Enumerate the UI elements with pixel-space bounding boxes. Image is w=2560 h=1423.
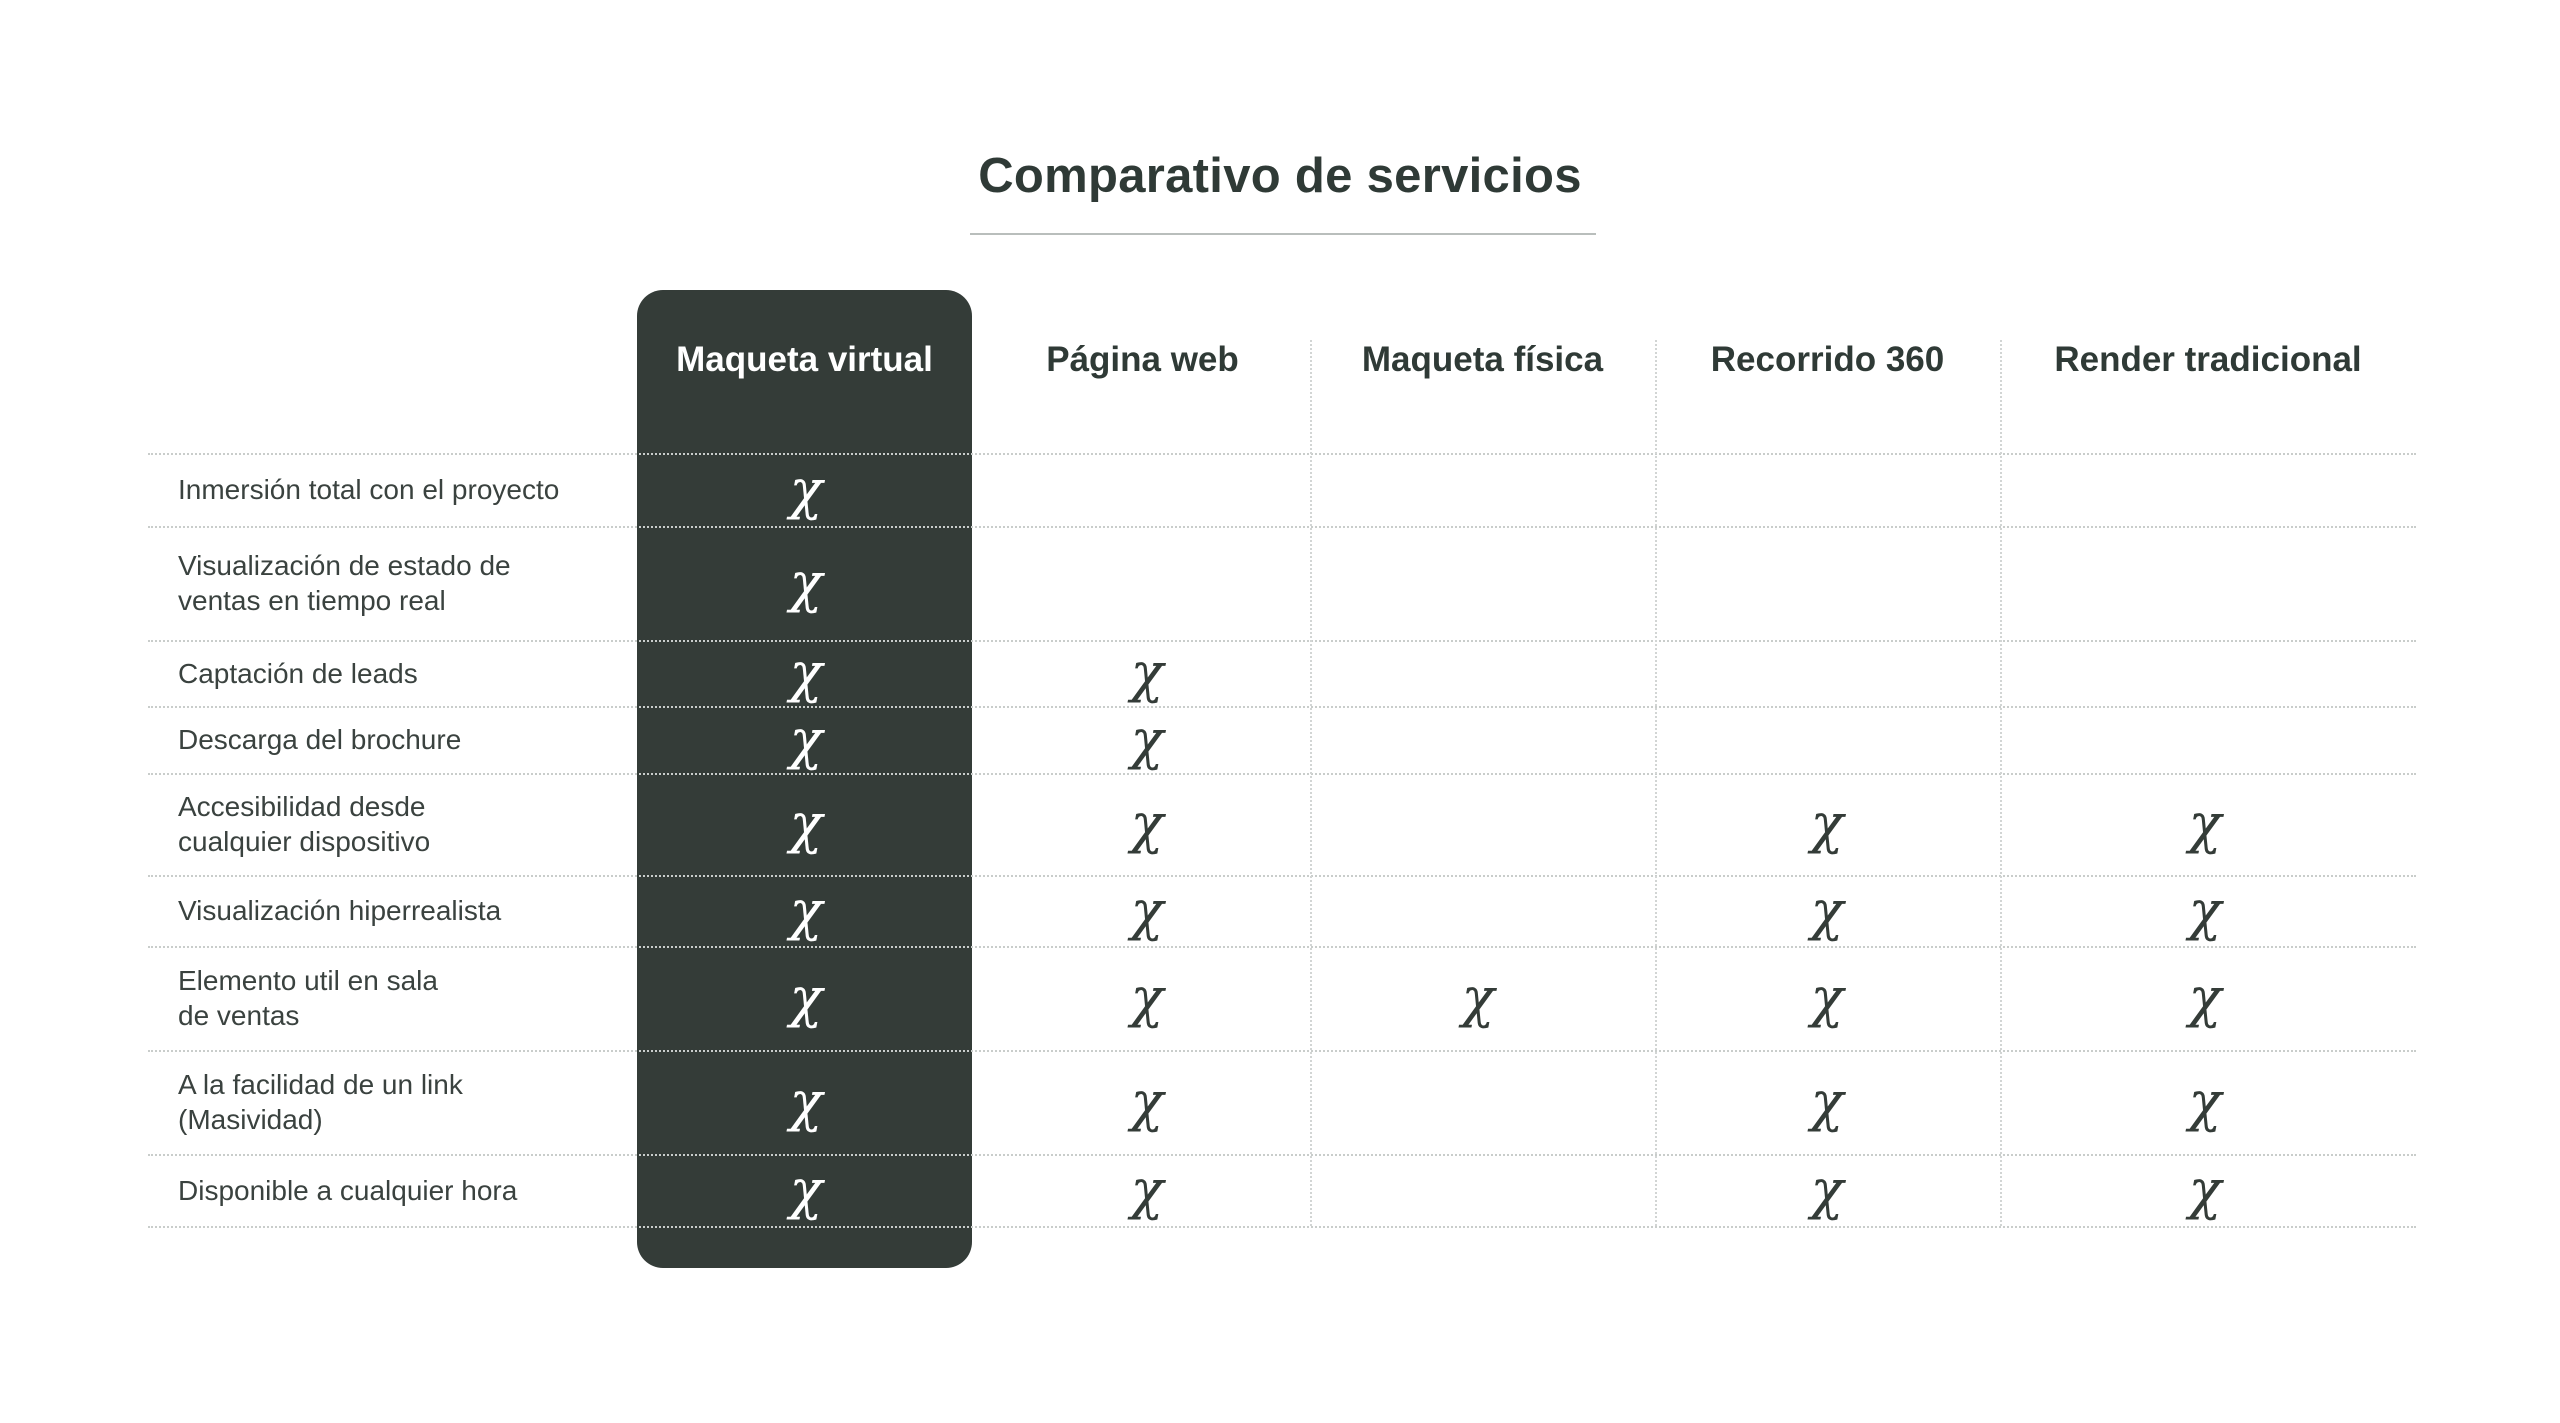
check-mark-icon: χ bbox=[789, 966, 823, 1029]
check-mark-icon: χ bbox=[1810, 966, 1844, 1029]
row-label: Captación de leads bbox=[178, 640, 638, 706]
check-mark-icon: χ bbox=[1461, 966, 1495, 1029]
column-divider bbox=[1310, 340, 1312, 1226]
check-mark-icon: χ bbox=[2188, 792, 2222, 855]
row-label-text: Inmersión total con el proyecto bbox=[178, 474, 560, 505]
row-label: Accesibilidad desde cualquier dispositiv… bbox=[178, 773, 638, 875]
column-header-2: Página web bbox=[1046, 340, 1239, 379]
row-divider bbox=[148, 706, 2416, 708]
check-mark-icon: χ bbox=[1130, 966, 1164, 1029]
check-mark-icon: χ bbox=[2188, 878, 2222, 942]
row-label: Descarga del brochure bbox=[178, 706, 638, 773]
row-label-text: Captación de leads bbox=[178, 657, 418, 689]
column-header-1: Maqueta virtual bbox=[676, 340, 933, 379]
row-divider bbox=[148, 1154, 2416, 1156]
check-mark-icon: χ bbox=[789, 1158, 823, 1221]
row-label: Visualización de estado de ventas en tie… bbox=[178, 526, 638, 640]
column-divider bbox=[2000, 340, 2002, 1226]
row-label-text: Disponible a cualquier hora bbox=[178, 1174, 518, 1206]
check-mark-icon: χ bbox=[1130, 641, 1164, 704]
row-divider bbox=[148, 875, 2416, 877]
check-mark-icon: χ bbox=[1810, 792, 1844, 855]
check-mark-icon: χ bbox=[1130, 878, 1164, 942]
row-label-text: A la facilidad de un link (Masividad) bbox=[178, 1069, 463, 1135]
row-label-text: Visualización hiperrealista bbox=[178, 895, 502, 926]
title-divider bbox=[970, 233, 1596, 235]
column-header-3: Maqueta física bbox=[1361, 340, 1604, 379]
check-mark-icon: χ bbox=[1130, 1070, 1164, 1133]
row-label-text: Elemento util en sala de ventas bbox=[178, 965, 438, 1031]
check-mark-icon: χ bbox=[789, 457, 823, 521]
row-divider bbox=[148, 1050, 2416, 1052]
check-mark-icon: χ bbox=[789, 792, 823, 855]
check-mark-icon: χ bbox=[1130, 1158, 1164, 1221]
column-header-5: Render tradicional bbox=[2054, 340, 2362, 379]
check-mark-icon: χ bbox=[1130, 707, 1164, 771]
row-divider bbox=[148, 640, 2416, 642]
row-label: A la facilidad de un link (Masividad) bbox=[178, 1050, 638, 1154]
check-mark-icon: χ bbox=[1130, 792, 1164, 855]
check-mark-icon: χ bbox=[789, 707, 823, 771]
check-mark-icon: χ bbox=[1810, 1158, 1844, 1221]
check-mark-icon: χ bbox=[789, 878, 823, 942]
row-divider bbox=[148, 773, 2416, 775]
check-mark-icon: χ bbox=[789, 641, 823, 704]
check-mark-icon: χ bbox=[1810, 1070, 1844, 1133]
check-mark-icon: χ bbox=[2188, 966, 2222, 1029]
row-label: Elemento util en sala de ventas bbox=[178, 946, 638, 1050]
row-divider bbox=[148, 1226, 2416, 1228]
row-label: Visualización hiperrealista bbox=[178, 875, 638, 946]
row-label-text: Descarga del brochure bbox=[178, 724, 462, 755]
check-mark-icon: χ bbox=[2188, 1158, 2222, 1221]
page-title: Comparativo de servicios bbox=[978, 149, 1582, 203]
check-mark-icon: χ bbox=[1810, 878, 1844, 942]
column-header-4: Recorrido 360 bbox=[1710, 340, 1945, 379]
check-mark-icon: χ bbox=[789, 1070, 823, 1133]
column-divider bbox=[1655, 340, 1657, 1226]
row-label: Inmersión total con el proyecto bbox=[178, 453, 638, 526]
row-label-text: Visualización de estado de ventas en tie… bbox=[178, 550, 511, 616]
row-divider bbox=[148, 946, 2416, 948]
check-mark-icon: χ bbox=[2188, 1070, 2222, 1133]
check-mark-icon: χ bbox=[789, 551, 823, 614]
row-label-text: Accesibilidad desde cualquier dispositiv… bbox=[178, 791, 431, 857]
row-divider bbox=[148, 526, 2416, 528]
row-label: Disponible a cualquier hora bbox=[178, 1154, 638, 1226]
row-divider bbox=[148, 453, 2416, 455]
